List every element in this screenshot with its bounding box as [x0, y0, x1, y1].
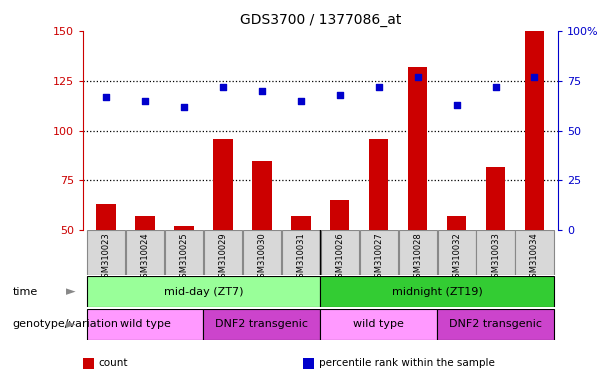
FancyBboxPatch shape: [87, 230, 125, 275]
Bar: [525, 31, 544, 230]
FancyBboxPatch shape: [438, 230, 476, 275]
Point: [374, 84, 384, 90]
Text: genotype/variation: genotype/variation: [12, 319, 118, 329]
Text: GSM310028: GSM310028: [413, 233, 422, 283]
FancyBboxPatch shape: [243, 230, 281, 275]
FancyBboxPatch shape: [165, 230, 203, 275]
Point: [296, 98, 306, 104]
Bar: [174, 227, 194, 230]
Point: [413, 74, 422, 80]
Title: GDS3700 / 1377086_at: GDS3700 / 1377086_at: [240, 13, 401, 27]
Text: GSM310025: GSM310025: [180, 233, 189, 283]
FancyBboxPatch shape: [516, 230, 554, 275]
Text: GSM310023: GSM310023: [102, 233, 110, 283]
Text: ►: ►: [66, 318, 75, 331]
Bar: [485, 167, 505, 230]
Point: [218, 84, 228, 90]
Text: GSM310031: GSM310031: [296, 233, 305, 283]
Text: wild type: wild type: [353, 319, 404, 329]
Text: midnight (ZT19): midnight (ZT19): [392, 287, 482, 297]
Bar: [447, 217, 466, 230]
FancyBboxPatch shape: [437, 309, 554, 340]
FancyBboxPatch shape: [86, 276, 321, 307]
FancyBboxPatch shape: [321, 309, 437, 340]
Text: count: count: [98, 358, 128, 368]
FancyBboxPatch shape: [204, 309, 321, 340]
Text: ►: ►: [66, 285, 75, 298]
Text: GSM310026: GSM310026: [335, 233, 345, 283]
Point: [257, 88, 267, 94]
Text: time: time: [12, 287, 37, 297]
Bar: [96, 204, 116, 230]
Point: [101, 94, 111, 100]
Text: GSM310027: GSM310027: [374, 233, 383, 283]
FancyBboxPatch shape: [126, 230, 164, 275]
Text: mid-day (ZT7): mid-day (ZT7): [164, 287, 243, 297]
Text: GSM310029: GSM310029: [218, 233, 227, 283]
Point: [452, 101, 462, 108]
Point: [335, 91, 345, 98]
Bar: [252, 161, 272, 230]
Bar: [135, 217, 155, 230]
Bar: [330, 200, 349, 230]
Text: GSM310032: GSM310032: [452, 233, 461, 283]
FancyBboxPatch shape: [398, 230, 436, 275]
Bar: [369, 139, 389, 230]
Text: percentile rank within the sample: percentile rank within the sample: [319, 358, 495, 368]
Text: GSM310033: GSM310033: [491, 233, 500, 283]
Bar: [408, 67, 427, 230]
Text: GSM310024: GSM310024: [140, 233, 150, 283]
Point: [140, 98, 150, 104]
Text: GSM310034: GSM310034: [530, 233, 539, 283]
Text: DNF2 transgenic: DNF2 transgenic: [215, 319, 308, 329]
FancyBboxPatch shape: [86, 309, 204, 340]
Point: [530, 74, 539, 80]
Bar: [213, 139, 233, 230]
FancyBboxPatch shape: [476, 230, 514, 275]
Text: DNF2 transgenic: DNF2 transgenic: [449, 319, 542, 329]
FancyBboxPatch shape: [282, 230, 320, 275]
FancyBboxPatch shape: [321, 276, 554, 307]
Point: [179, 104, 189, 110]
Text: GSM310030: GSM310030: [257, 233, 267, 283]
Text: wild type: wild type: [120, 319, 170, 329]
Point: [490, 84, 500, 90]
Bar: [291, 217, 311, 230]
FancyBboxPatch shape: [204, 230, 242, 275]
FancyBboxPatch shape: [321, 230, 359, 275]
FancyBboxPatch shape: [360, 230, 398, 275]
